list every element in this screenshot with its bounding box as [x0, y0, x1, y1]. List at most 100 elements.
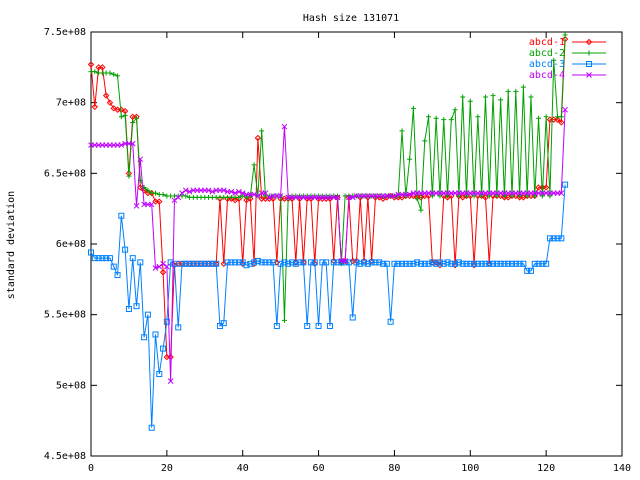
data-point-abcd-2: [145, 187, 151, 193]
data-point-abcd-3: [247, 260, 254, 267]
data-point-abcd-3: [194, 260, 201, 267]
y-tick-label: 4.5e+08: [44, 451, 86, 462]
data-point-abcd-2: [92, 69, 98, 75]
data-point-abcd-2: [111, 71, 117, 77]
data-point-abcd-4: [209, 188, 216, 195]
data-point-abcd-1: [376, 194, 383, 201]
data-point-abcd-3: [402, 260, 409, 267]
data-point-abcd-1: [247, 195, 254, 202]
data-point-abcd-4: [334, 194, 341, 201]
data-point-abcd-2: [152, 190, 158, 196]
data-point-abcd-3: [95, 255, 102, 262]
data-point-abcd-3: [463, 260, 470, 267]
data-point-abcd-4: [156, 263, 163, 270]
data-point-abcd-3: [110, 263, 117, 270]
data-point-abcd-3: [300, 259, 307, 266]
data-point-abcd-3: [482, 260, 489, 267]
data-point-abcd-3: [501, 260, 508, 267]
data-point-abcd-3: [220, 320, 227, 327]
data-point-abcd-2: [407, 156, 413, 162]
data-point-abcd-3: [455, 259, 462, 266]
data-point-abcd-1: [216, 195, 224, 202]
data-point-abcd-2: [422, 138, 428, 144]
data-point-abcd-2: [414, 196, 420, 202]
y-tick-label: 7.5e+08: [44, 27, 86, 38]
data-point-abcd-4: [133, 202, 140, 209]
data-point-abcd-1: [102, 92, 110, 99]
data-point-abcd-3: [467, 260, 474, 267]
data-point-abcd-3: [372, 259, 379, 266]
x-tick-label: 100: [461, 463, 479, 474]
data-point-abcd-2: [558, 114, 564, 120]
data-point-abcd-3: [376, 259, 383, 266]
data-point-abcd-3: [383, 260, 390, 267]
data-point-abcd-3: [106, 255, 113, 262]
data-point-abcd-3: [88, 249, 94, 256]
data-point-abcd-3: [433, 260, 440, 267]
data-point-abcd-3: [307, 259, 314, 266]
data-point-abcd-3: [474, 260, 481, 267]
data-point-abcd-2: [115, 73, 121, 79]
data-point-abcd-3: [531, 260, 538, 267]
data-point-abcd-4: [391, 193, 398, 199]
y-tick-label: 5e+08: [56, 380, 86, 391]
data-point-abcd-1: [254, 134, 262, 142]
data-point-abcd-1: [110, 105, 117, 112]
data-point-abcd-2: [259, 128, 265, 134]
data-point-abcd-3: [258, 259, 265, 266]
data-point-abcd-3: [330, 259, 337, 266]
data-point-abcd-3: [364, 260, 371, 267]
data-point-abcd-3: [505, 260, 512, 267]
data-point-abcd-3: [197, 260, 204, 267]
data-point-abcd-4: [277, 193, 284, 199]
data-point-abcd-3: [357, 260, 364, 267]
data-point-abcd-4: [205, 187, 212, 194]
data-point-abcd-3: [186, 260, 193, 267]
data-point-abcd-3: [399, 260, 406, 267]
data-point-abcd-3: [524, 267, 531, 274]
data-point-abcd-4: [228, 188, 235, 195]
data-point-abcd-1: [87, 61, 95, 68]
data-point-abcd-3: [490, 260, 497, 267]
data-point-abcd-1: [542, 184, 550, 191]
data-point-abcd-4: [118, 142, 125, 148]
x-tick-label: 80: [388, 463, 400, 474]
data-point-abcd-3: [251, 259, 258, 266]
data-point-abcd-2: [498, 97, 504, 103]
data-point-abcd-3: [368, 259, 375, 266]
data-point-abcd-2: [460, 94, 466, 100]
x-tick-label: 140: [613, 463, 631, 474]
data-point-abcd-3: [133, 303, 140, 310]
data-point-abcd-3: [273, 322, 280, 329]
data-point-abcd-1: [387, 192, 394, 200]
data-point-abcd-3: [156, 371, 163, 378]
data-point-abcd-3: [129, 255, 136, 262]
data-point-abcd-1: [228, 195, 235, 202]
data-point-abcd-4: [558, 190, 565, 196]
data-point-abcd-3: [436, 259, 443, 266]
data-point-abcd-2: [410, 105, 416, 111]
data-point-abcd-3: [91, 255, 98, 262]
data-point-abcd-2: [482, 94, 488, 100]
plot-frame: [90, 31, 623, 457]
data-point-abcd-3: [323, 259, 330, 266]
data-point-abcd-2: [441, 117, 447, 123]
data-point-abcd-3: [391, 260, 398, 267]
data-point-abcd-2: [505, 88, 511, 94]
data-point-abcd-3: [512, 260, 519, 267]
x-tick-label: 40: [237, 463, 249, 474]
data-point-abcd-3: [417, 260, 424, 267]
data-point-abcd-1: [106, 99, 114, 106]
y-tick-label: 6.5e+08: [44, 168, 86, 179]
data-point-abcd-1: [288, 195, 296, 202]
data-point-abcd-2: [281, 317, 287, 323]
series-abcd-3: [88, 181, 569, 431]
data-point-abcd-2: [118, 114, 124, 120]
series-abcd-1: [87, 35, 569, 361]
data-point-abcd-3: [543, 260, 550, 267]
data-point-abcd-4: [236, 188, 242, 195]
data-point-abcd-2: [240, 193, 246, 199]
legend-label-abcd-3: abcd-3: [529, 59, 565, 70]
